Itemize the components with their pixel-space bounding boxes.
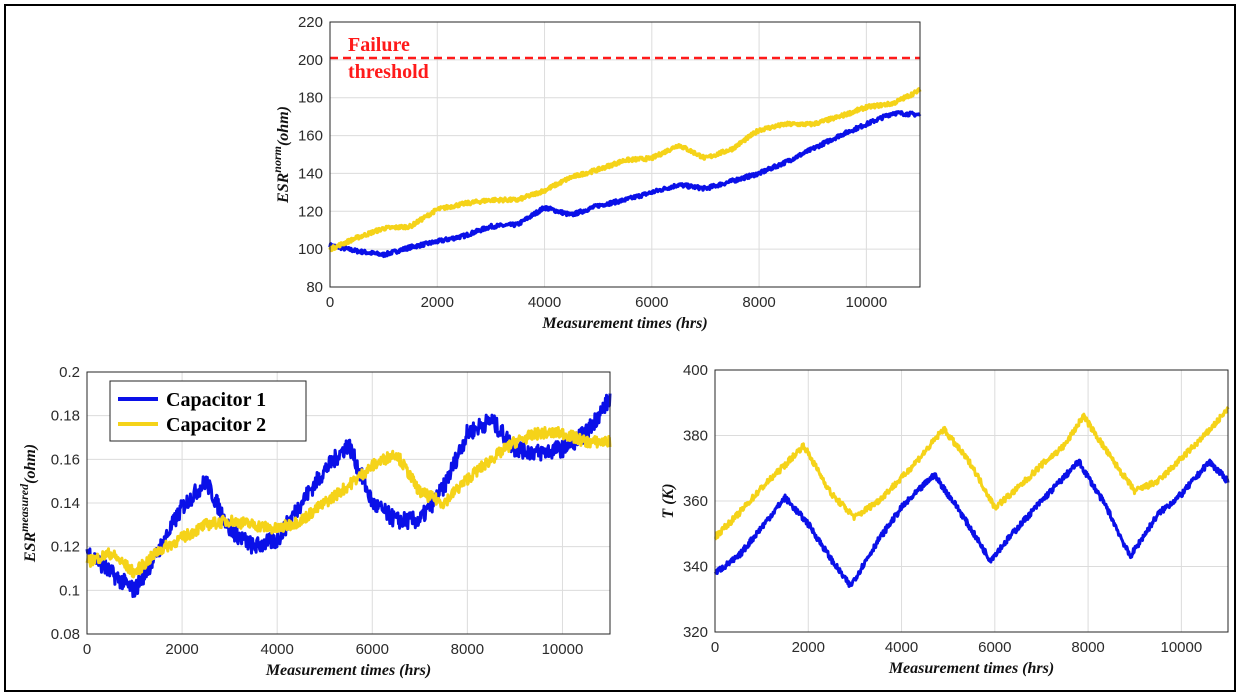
x-tick-label: 4000 bbox=[528, 294, 561, 311]
y-axis-label-main: ESR bbox=[22, 532, 39, 564]
y-tick-label: 0.14 bbox=[51, 495, 80, 512]
y-tick-label: 380 bbox=[683, 428, 708, 445]
y-axis-label-sup: norm bbox=[270, 146, 284, 173]
y-tick-label: 80 bbox=[306, 279, 323, 296]
grid bbox=[714, 369, 1228, 633]
threshold-label-line2: threshold bbox=[348, 61, 429, 83]
y-tick-label: 140 bbox=[298, 165, 323, 182]
x-tick-label: 6000 bbox=[978, 639, 1011, 656]
y-tick-label: 220 bbox=[298, 14, 323, 31]
y-tick-label: 180 bbox=[298, 90, 323, 107]
y-tick-label: 100 bbox=[298, 241, 323, 258]
tick-labels: 0 2000 4000 6000 8000 10000 0.08 0.1 0.12 0.14 0.1… bbox=[51, 364, 584, 658]
y-tick-label: 340 bbox=[683, 559, 708, 576]
plot-area-border bbox=[714, 369, 1229, 633]
plot-area-border bbox=[329, 21, 921, 288]
x-axis-label: Measurement times (hrs) bbox=[541, 315, 707, 332]
y-tick-label: 0.18 bbox=[51, 408, 80, 425]
x-tick-label: 6000 bbox=[356, 641, 389, 658]
figure-frame bbox=[4, 4, 1236, 692]
x-tick-label: 0 bbox=[83, 641, 91, 658]
legend-box bbox=[109, 380, 307, 442]
x-axis-label: Measurement times (hrs) bbox=[265, 662, 431, 679]
x-tick-label: 0 bbox=[711, 639, 719, 656]
x-tick-label: 8000 bbox=[742, 294, 775, 311]
x-tick-label: 2000 bbox=[792, 639, 825, 656]
y-tick-label: 320 bbox=[683, 624, 708, 641]
x-tick-label: 2000 bbox=[421, 294, 454, 311]
y-tick-label: 400 bbox=[683, 362, 708, 379]
y-axis-label: T (K) bbox=[660, 483, 677, 518]
y-axis-label-unit: (ohm) bbox=[275, 106, 292, 146]
x-tick-label: 8000 bbox=[451, 641, 484, 658]
threshold-label-line1: Failure bbox=[348, 34, 410, 56]
grid bbox=[86, 371, 610, 635]
y-tick-label: 0.08 bbox=[51, 626, 80, 643]
series-group bbox=[713, 406, 1230, 588]
x-tick-label: 10000 bbox=[542, 641, 584, 658]
x-tick-label: 10000 bbox=[846, 294, 888, 311]
y-tick-label: 0.12 bbox=[51, 539, 80, 556]
x-tick-label: 0 bbox=[326, 294, 334, 311]
series-line-capacitor2 bbox=[328, 87, 922, 253]
x-tick-label: 8000 bbox=[1071, 639, 1104, 656]
y-tick-label: 160 bbox=[298, 128, 323, 145]
x-tick-label: 4000 bbox=[885, 639, 918, 656]
y-axis-label-unit: (ohm) bbox=[22, 444, 39, 484]
y-axis-label-main: ESR bbox=[275, 172, 292, 204]
series-line-capacitor1 bbox=[85, 393, 612, 598]
x-axis-label: Measurement times (hrs) bbox=[888, 660, 1054, 677]
x-tick-label: 2000 bbox=[165, 641, 198, 658]
x-tick-label: 10000 bbox=[1161, 639, 1203, 656]
chart-temperature: 0 2000 4000 6000 8000 10000 320 340 360 380 400 Me… bbox=[660, 362, 1230, 677]
y-axis-label: ESRnorm(ohm) bbox=[270, 106, 292, 204]
x-tick-label: 6000 bbox=[635, 294, 668, 311]
tick-labels: 0 2000 4000 6000 8000 10000 80 100 120 140 160 180 2… bbox=[298, 14, 887, 311]
y-axis-label-sup: measured bbox=[17, 483, 31, 532]
y-axis-label: ESRmeasured(ohm) bbox=[17, 444, 39, 563]
series-line-capacitor1 bbox=[713, 458, 1230, 588]
y-tick-label: 0.2 bbox=[59, 364, 80, 381]
y-tick-label: 0.16 bbox=[51, 451, 80, 468]
plot-area-border bbox=[86, 371, 611, 635]
y-tick-label: 120 bbox=[298, 203, 323, 220]
x-tick-label: 4000 bbox=[260, 641, 293, 658]
y-tick-label: 200 bbox=[298, 52, 323, 69]
y-tick-label: 0.1 bbox=[59, 582, 80, 599]
y-tick-label: 360 bbox=[683, 493, 708, 510]
legend: Capacitor 1 Capacitor 2 bbox=[109, 380, 307, 442]
chart-esr-measured: 0 2000 4000 6000 8000 10000 0.08 0.1 0.12 0.14 0.1… bbox=[17, 364, 612, 679]
series-line-capacitor2 bbox=[714, 406, 1230, 541]
series-line-capacitor1 bbox=[328, 110, 922, 259]
legend-label-capacitor-2: Capacitor 2 bbox=[166, 414, 266, 436]
series-group bbox=[85, 393, 612, 598]
tick-labels: 0 2000 4000 6000 8000 10000 320 340 360 380 400 bbox=[683, 362, 1202, 656]
series-line-capacitor2 bbox=[85, 426, 612, 579]
series-group bbox=[328, 87, 922, 259]
chart-esr-norm: Failure threshold 0 2000 4000 6000 8000 10000… bbox=[270, 14, 922, 332]
legend-label-capacitor-1: Capacitor 1 bbox=[166, 389, 266, 411]
